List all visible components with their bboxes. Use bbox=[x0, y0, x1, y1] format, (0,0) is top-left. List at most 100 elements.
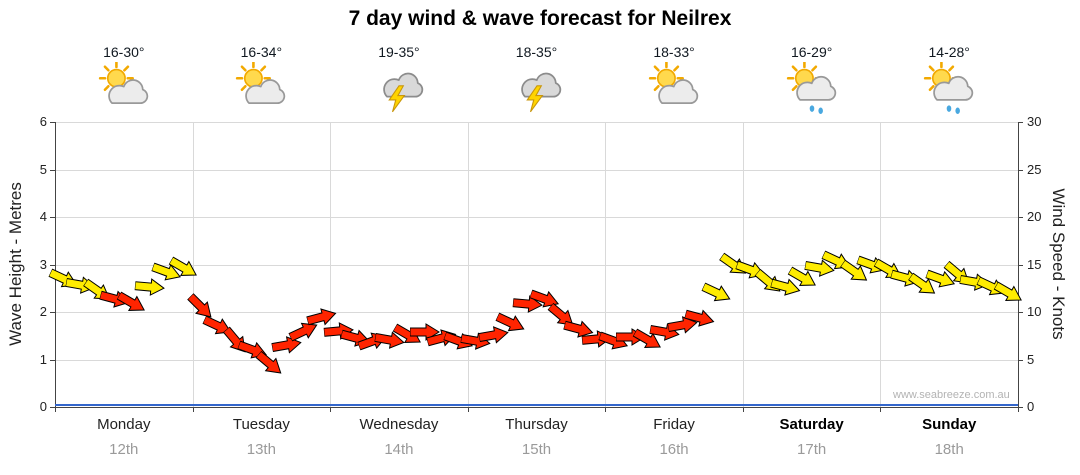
day-boundary-tick bbox=[1018, 407, 1019, 412]
wind-direction-arrow bbox=[631, 324, 666, 355]
weather-icon-sun-cloud-showers bbox=[923, 60, 975, 114]
date-label: 13th bbox=[246, 441, 276, 458]
right-axis-tick bbox=[1018, 407, 1023, 408]
temperature-range-label: 14-28° bbox=[928, 44, 970, 60]
right-axis-label: Wind Speed - Knots bbox=[1049, 188, 1068, 340]
date-label: 17th bbox=[797, 441, 827, 458]
day-boundary-tick bbox=[742, 407, 744, 412]
weekday-label: Wednesday bbox=[359, 416, 439, 433]
wind-direction-arrow bbox=[528, 285, 562, 312]
right-axis-tick-label: 25 bbox=[1027, 161, 1042, 177]
wind-direction-arrow bbox=[184, 290, 218, 324]
left-axis-tick bbox=[50, 169, 55, 171]
wind-direction-arrow bbox=[305, 304, 339, 329]
temperature-range-label: 16-34° bbox=[240, 44, 283, 60]
weekday-label: Tuesday bbox=[232, 416, 290, 433]
left-axis-tick-label: 1 bbox=[39, 351, 47, 367]
gridline-horizontal bbox=[55, 312, 1018, 313]
wind-direction-arrow bbox=[837, 256, 872, 288]
gridline-vertical bbox=[467, 122, 469, 407]
weather-icon-sun-cloud bbox=[235, 60, 287, 114]
date-label: 12th bbox=[109, 441, 139, 458]
wind-direction-arrow bbox=[150, 259, 184, 286]
weather-icon-sun-cloud-showers bbox=[786, 60, 838, 114]
weather-icon-storm bbox=[511, 62, 563, 114]
right-axis-tick-label: 20 bbox=[1027, 209, 1042, 224]
right-axis-tick-label: 30 bbox=[1027, 114, 1042, 129]
temperature-range-label: 18-35° bbox=[515, 44, 558, 60]
right-axis-tick bbox=[1018, 359, 1023, 361]
wind-direction-arrow bbox=[769, 275, 803, 300]
right-axis-tick bbox=[1018, 312, 1023, 313]
left-axis-tick bbox=[50, 122, 55, 123]
wind-direction-arrow bbox=[786, 263, 821, 294]
right-axis-tick bbox=[1018, 217, 1023, 218]
wind-direction-arrow bbox=[287, 317, 322, 346]
day-boundary-tick bbox=[55, 407, 56, 412]
left-axis-tick bbox=[50, 407, 55, 408]
right-axis-tick bbox=[1018, 122, 1023, 123]
wind-direction-arrow bbox=[133, 277, 165, 298]
left-axis-tick bbox=[50, 217, 55, 218]
weekday-label: Thursday bbox=[505, 416, 568, 433]
wind-direction-arrow bbox=[923, 265, 957, 292]
temperature-range-label: 16-29° bbox=[790, 44, 833, 60]
day-boundary-tick bbox=[880, 407, 882, 412]
gridline-vertical bbox=[605, 122, 607, 407]
weather-icon-storm bbox=[373, 62, 425, 114]
left-axis-tick bbox=[50, 359, 55, 361]
wind-direction-arrow bbox=[804, 257, 837, 280]
wind-direction-arrow bbox=[166, 253, 201, 284]
wind-direction-arrow bbox=[253, 348, 288, 381]
wind-direction-arrow bbox=[992, 278, 1027, 309]
gridline-horizontal bbox=[55, 169, 1018, 171]
wind-direction-arrow bbox=[512, 294, 543, 315]
gridline-vertical bbox=[192, 122, 194, 407]
day-boundary-tick bbox=[605, 407, 607, 412]
temperature-range-label: 18-33° bbox=[653, 44, 695, 60]
weekday-label: Sunday bbox=[922, 416, 977, 433]
left-axis-tick bbox=[50, 312, 55, 313]
weather-icon-sun-cloud bbox=[648, 60, 700, 114]
wind-direction-arrow bbox=[493, 309, 528, 338]
day-boundary-tick bbox=[192, 407, 194, 412]
left-axis-tick-label: 3 bbox=[39, 256, 47, 272]
wind-direction-arrow bbox=[906, 269, 941, 301]
date-label: 16th bbox=[659, 441, 689, 458]
weekday-label: Monday bbox=[97, 416, 151, 433]
wind-direction-arrow bbox=[700, 279, 735, 308]
right-axis-tick-label: 10 bbox=[1027, 304, 1042, 319]
date-label: 14th bbox=[384, 441, 414, 458]
wave-height-line bbox=[55, 404, 1018, 406]
gridline-horizontal bbox=[55, 122, 1018, 123]
wind-direction-arrow bbox=[666, 314, 699, 337]
gridline-horizontal bbox=[55, 264, 1018, 266]
right-axis-tick-label: 5 bbox=[1027, 351, 1035, 367]
wind-direction-arrow bbox=[271, 334, 304, 357]
weather-icon-sun-cloud bbox=[98, 60, 150, 114]
left-axis-tick-label: 4 bbox=[39, 209, 47, 224]
right-axis-tick bbox=[1018, 264, 1023, 266]
right-axis-tick-label: 0 bbox=[1027, 399, 1035, 414]
wind-direction-arrow bbox=[683, 305, 717, 330]
wind-direction-arrow bbox=[477, 323, 510, 346]
date-label: 18th bbox=[934, 441, 964, 458]
wind-direction-arrow bbox=[374, 328, 407, 351]
day-boundary-tick bbox=[467, 407, 469, 412]
left-axis-tick-label: 0 bbox=[39, 399, 47, 414]
weekday-label: Friday bbox=[653, 416, 695, 433]
chart-title: 7 day wind & wave forecast for Neilrex bbox=[348, 7, 732, 30]
date-label: 15th bbox=[521, 441, 552, 458]
right-axis-tick bbox=[1018, 169, 1023, 171]
left-axis-tick-label: 2 bbox=[39, 304, 47, 319]
left-axis-tick-label: 6 bbox=[39, 114, 47, 129]
right-axis-tick-label: 15 bbox=[1027, 256, 1042, 272]
bottom-axis-line bbox=[55, 407, 1018, 408]
wind-direction-arrow bbox=[409, 323, 440, 341]
left-axis-tick-label: 5 bbox=[39, 161, 47, 177]
watermark: www.seabreeze.com.au bbox=[893, 389, 1010, 401]
gridline-vertical bbox=[330, 122, 332, 407]
gridline-horizontal bbox=[55, 359, 1018, 361]
temperature-range-label: 16-30° bbox=[103, 44, 145, 60]
